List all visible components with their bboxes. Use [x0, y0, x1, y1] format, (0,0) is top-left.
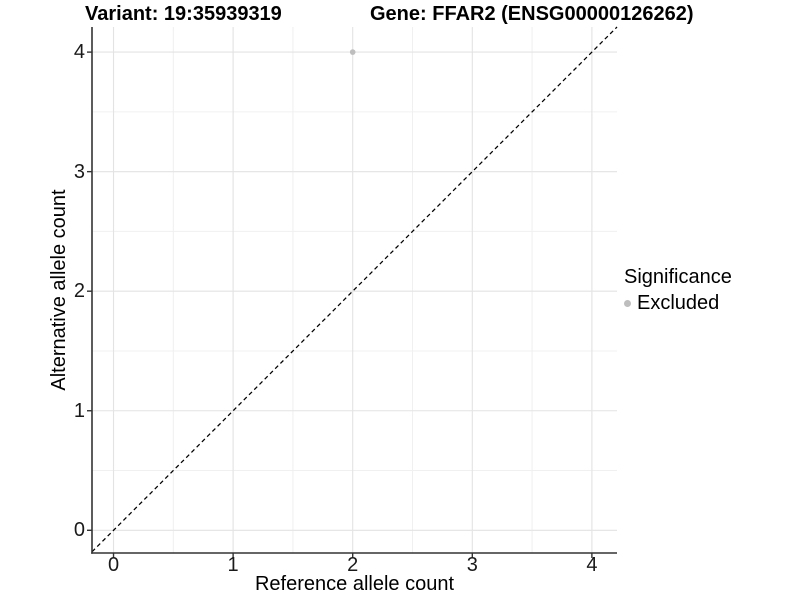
legend-item-label: Excluded: [637, 292, 720, 314]
plot-title-variant: Variant: 19:35939319: [85, 3, 282, 25]
identity-reference-line: [91, 26, 618, 553]
legend-point-icon: [624, 299, 631, 307]
y-tick-label: 2: [73, 280, 85, 303]
legend-title: Significance: [624, 266, 732, 288]
data-point: [349, 49, 356, 55]
x-axis-title: Reference allele count: [254, 573, 454, 595]
x-tick-label: 3: [466, 554, 478, 576]
x-tick-label: 2: [347, 554, 359, 576]
legend-item-excluded: Excluded: [624, 292, 732, 314]
plot-title-gene: Gene: FFAR2 (ENSG00000126262): [370, 3, 694, 25]
x-tick-label: 1: [227, 554, 239, 576]
y-tick-label: 1: [73, 399, 85, 422]
x-tick-label: 0: [107, 554, 120, 576]
y-tick-label: 0: [73, 519, 85, 542]
legend: Significance Excluded: [624, 266, 732, 314]
x-tick-label: 4: [586, 554, 598, 576]
y-tick-label: 3: [73, 160, 85, 183]
y-tick-label: 4: [73, 41, 85, 64]
